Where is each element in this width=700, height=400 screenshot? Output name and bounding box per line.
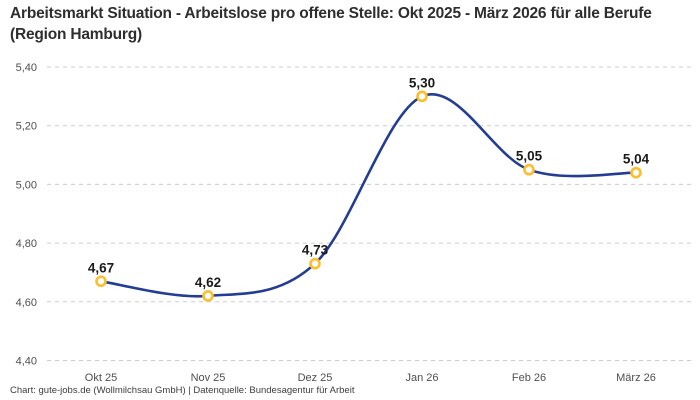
data-point-marker[interactable] xyxy=(309,257,321,270)
x-axis-tick-label: Feb 26 xyxy=(512,372,546,384)
data-point-marker[interactable] xyxy=(630,166,642,179)
data-point-marker[interactable] xyxy=(95,275,107,288)
y-axis-tick-label: 5,40 xyxy=(16,62,37,74)
x-axis-tick-label: Jan 26 xyxy=(405,372,438,384)
y-axis-tick-label: 4,80 xyxy=(16,238,37,250)
y-axis-tick-label: 4,60 xyxy=(16,297,37,309)
data-point-label: 5,30 xyxy=(409,75,435,90)
y-axis-tick-label: 4,40 xyxy=(16,356,37,368)
data-point-label: 5,05 xyxy=(516,149,543,164)
x-axis-tick-label: März 26 xyxy=(616,372,656,384)
x-axis-tick-label: Okt 25 xyxy=(85,372,117,384)
data-point-marker[interactable] xyxy=(416,90,428,103)
data-point-label: 4,73 xyxy=(302,243,329,258)
data-point-label: 5,04 xyxy=(623,152,650,167)
data-point-label: 4,67 xyxy=(88,260,114,275)
data-point-marker[interactable] xyxy=(202,290,214,302)
x-axis-tick-label: Dez 25 xyxy=(298,372,333,384)
series-line xyxy=(99,93,638,298)
y-axis-tick-label: 5,00 xyxy=(16,179,37,191)
chart-attribution: Chart: gute-jobs.de (Wollmilchsau GmbH) … xyxy=(10,385,355,396)
y-axis-tick-label: 5,20 xyxy=(16,121,37,133)
data-point-marker[interactable] xyxy=(523,163,535,176)
x-axis-tick-label: Nov 25 xyxy=(191,372,226,384)
data-point-label: 4,62 xyxy=(195,275,221,290)
chart-title: Arbeitsmarkt Situation - Arbeitslose pro… xyxy=(10,5,652,43)
